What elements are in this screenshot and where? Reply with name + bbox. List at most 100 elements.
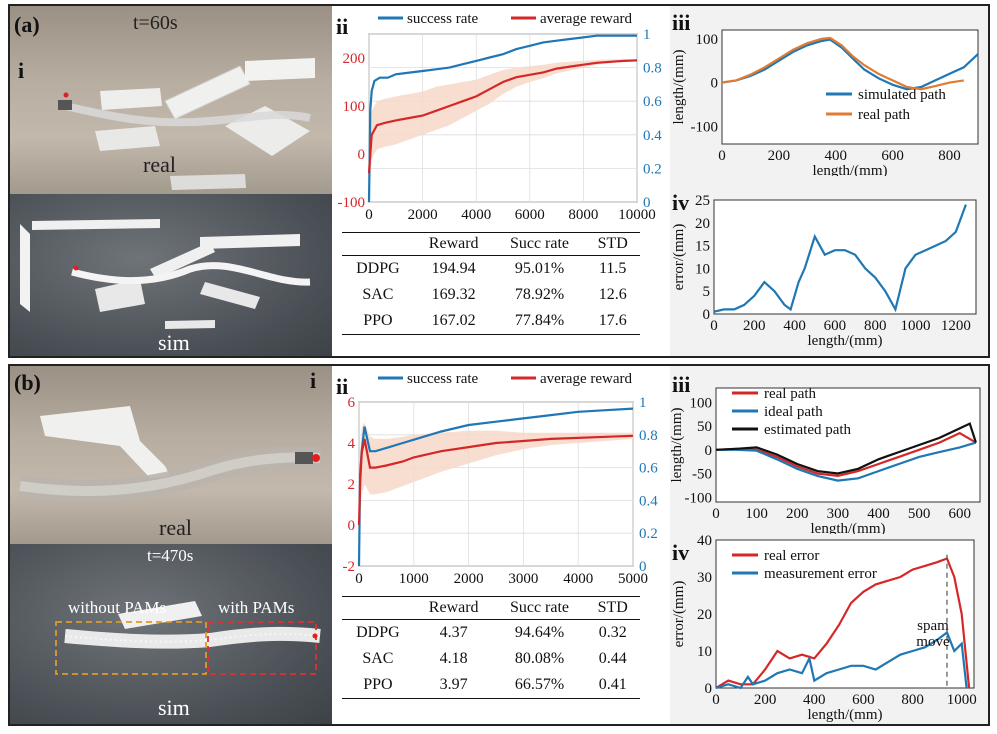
- table-header: Succ rate: [509, 235, 570, 252]
- x-tick-label: 500: [908, 506, 931, 522]
- x-tick-label: 200: [754, 692, 777, 708]
- table-header: Reward: [428, 235, 479, 252]
- y-tick-label: 10: [697, 644, 712, 660]
- y-tick-label: -100: [685, 490, 713, 506]
- x-tick-label: 0: [718, 148, 726, 164]
- y-tick-label: 10: [695, 261, 710, 277]
- y-axis-label: length/(mm): [671, 50, 687, 125]
- panel-b-sim-label: sim: [158, 695, 190, 720]
- y-right-tick-label: 0: [643, 195, 651, 211]
- y-left-tick-label: -100: [338, 195, 366, 211]
- reward-std-band: [369, 59, 637, 198]
- x-tick-label: 800: [901, 692, 924, 708]
- y-tick-label: 40: [697, 534, 712, 549]
- y-tick-label: 50: [697, 419, 712, 435]
- table-row: PPO 3.97 66.57% 0.41: [342, 672, 640, 699]
- x-tick-label: 300: [827, 506, 850, 522]
- success-rate-line: [367, 34, 637, 203]
- y-tick-label: 25: [695, 193, 710, 209]
- series-line-ideal-path: [716, 441, 977, 482]
- legend-label-reward: average reward: [540, 11, 633, 27]
- legend-label: simulated path: [858, 87, 946, 103]
- chart-b-iv: 0 200 400 600 800 1000 0 10 20 30 40 length/(mm) err…: [671, 534, 977, 723]
- panel-b-sub-i: i: [310, 368, 317, 393]
- panel-b-with-pams: with PAMs: [218, 598, 295, 617]
- panel-a-sub-ii: ii: [336, 14, 349, 39]
- panel-a-table: Reward Succ rate STD DDPG 194.94 95.01% …: [342, 232, 640, 335]
- panel-a-sim-label: sim: [158, 330, 190, 355]
- x-tick-label: 600: [852, 692, 875, 708]
- x-axis-label: length/(mm): [813, 163, 888, 176]
- y-right-tick-label: 1: [643, 27, 651, 43]
- panel-b-sub-iii: iii: [672, 372, 691, 397]
- y-tick-label: 100: [696, 32, 719, 48]
- success-rate-line: [357, 407, 634, 567]
- y-tick-label: 0: [703, 307, 711, 323]
- legend-label: real path: [858, 107, 911, 123]
- table-cell: 0.44: [598, 650, 627, 667]
- panel-b-sub-ii: ii: [336, 374, 349, 399]
- y-left-tick-label: 0: [358, 147, 366, 163]
- table-cell: PPO: [363, 312, 393, 329]
- y-right-tick-label: 0.6: [643, 94, 662, 110]
- legend-label-success: success rate: [407, 371, 479, 387]
- x-axis-label: length/(mm): [811, 521, 886, 534]
- x-tick-label: 400: [825, 148, 848, 164]
- y-axis-label: error/(mm): [671, 224, 687, 291]
- table-header-row: Reward Succ rate STD: [342, 596, 640, 620]
- y-right-tick-label: 0.8: [639, 428, 658, 444]
- x-tick-label: 0: [710, 318, 718, 334]
- x-tick-label: 200: [786, 506, 809, 522]
- y-right-tick-label: 0.4: [639, 493, 658, 509]
- x-axis-label: length/(mm): [808, 707, 883, 723]
- panel-b-frame: [8, 364, 990, 726]
- panel-a-sub-iii: iii: [672, 10, 691, 35]
- panel-a-frame: [8, 4, 990, 358]
- y-left-tick-label: 2: [348, 477, 356, 493]
- legend-label: real path: [764, 386, 817, 402]
- x-tick-label: 400: [783, 318, 806, 334]
- table-cell: 167.02: [431, 312, 476, 329]
- x-tick-label: 100: [745, 506, 768, 522]
- x-tick-label: 3000: [508, 571, 538, 587]
- x-tick-label: 1200: [941, 318, 971, 334]
- x-tick-label: 400: [803, 692, 826, 708]
- panel-b-sim-photo: [10, 544, 332, 724]
- y-left-tick-label: 100: [343, 99, 366, 115]
- table-cell: PPO: [363, 676, 393, 693]
- panel-b-table: Reward Succ rate STD DDPG 4.37 94.64% 0.…: [342, 596, 640, 699]
- x-tick-label: 0: [712, 506, 720, 522]
- table-cell: 4.18: [439, 650, 468, 667]
- series-line-error: [713, 204, 967, 313]
- table-cell: DDPG: [356, 624, 400, 641]
- plot-area: [713, 199, 977, 315]
- y-tick-label: 0: [705, 681, 713, 697]
- panel-b-real-photo: [10, 366, 332, 544]
- table-cell: 11.5: [599, 260, 627, 277]
- y-right-tick-label: 0.4: [643, 128, 662, 144]
- y-right-tick-label: 0.8: [643, 61, 662, 77]
- table-cell: 78.92%: [514, 286, 565, 303]
- table-cell: 77.84%: [514, 312, 565, 329]
- x-axis-label: length/(mm): [808, 333, 883, 349]
- panel-a-real-scene: [58, 58, 315, 190]
- panel-a-sim-scene: [20, 219, 311, 329]
- y-right-tick-label: 0.2: [639, 526, 658, 542]
- x-tick-label: 4000: [461, 207, 491, 223]
- average-reward-line: [367, 59, 638, 174]
- annotation-label: spam: [917, 618, 949, 634]
- x-tick-label: 800: [938, 148, 961, 164]
- y-tick-label: -50: [692, 467, 712, 483]
- table-row: PPO 167.02 77.84% 17.6: [342, 308, 640, 335]
- y-left-tick-label: 0: [348, 518, 356, 534]
- x-tick-label: 6000: [515, 207, 545, 223]
- x-tick-label: 400: [867, 506, 890, 522]
- table-row: SAC 4.18 80.08% 0.44: [342, 646, 640, 672]
- panel-a-label: (a): [14, 12, 40, 37]
- table-header: STD: [597, 599, 628, 616]
- x-tick-label: 2000: [408, 207, 438, 223]
- x-tick-label: 0: [712, 692, 720, 708]
- x-tick-label: 8000: [568, 207, 598, 223]
- series-line-measurement-error: [715, 630, 968, 690]
- panel-b-sim-scene: [55, 601, 321, 675]
